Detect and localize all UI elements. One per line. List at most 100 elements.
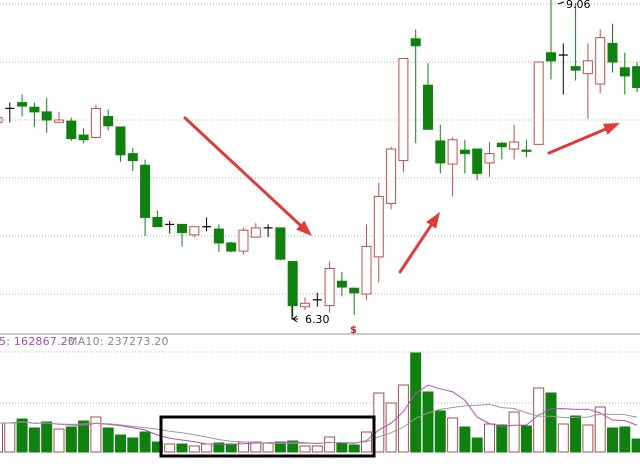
volume-bar	[139, 431, 151, 453]
candle-body	[472, 148, 483, 174]
volume-bar	[4, 422, 16, 453]
candle	[0, 117, 3, 123]
candle	[41, 97, 52, 133]
volume-bar	[594, 406, 606, 453]
candle-body	[361, 245, 372, 295]
candle-body	[140, 164, 151, 218]
arrow-shaft	[547, 127, 607, 155]
volume-bar	[188, 445, 200, 453]
volume-bar	[287, 440, 299, 453]
arrow-head-icon	[602, 123, 620, 135]
low-price-label: 6.30	[305, 313, 330, 326]
candle	[521, 139, 532, 158]
volume-bar	[447, 417, 459, 453]
candle-body	[533, 61, 544, 145]
volume-bar	[262, 442, 274, 453]
candle	[250, 223, 261, 238]
low-pointer-line	[291, 306, 298, 320]
volume-bar	[28, 427, 40, 453]
candle	[435, 124, 446, 174]
candle	[66, 117, 77, 141]
volume-bar	[570, 415, 582, 453]
volume-bar	[631, 438, 640, 453]
candle	[127, 147, 138, 172]
candle	[373, 182, 384, 283]
candle-body	[349, 287, 360, 294]
ma5-label: 5: 162867.20	[0, 335, 76, 348]
volume-bar	[582, 424, 594, 453]
volume-bar	[336, 442, 348, 453]
candle-body	[213, 228, 224, 244]
candle	[361, 224, 372, 300]
arrow-head-icon	[296, 220, 312, 236]
candle	[78, 128, 89, 144]
candle-body	[324, 267, 335, 307]
candle	[570, 2, 581, 81]
candle	[595, 29, 606, 94]
candle-body	[509, 141, 520, 150]
candle	[29, 102, 40, 127]
candle-body	[582, 60, 593, 75]
volume-bar	[422, 391, 434, 453]
candle-body	[66, 120, 77, 140]
candle	[202, 217, 212, 232]
candle-body	[287, 261, 298, 307]
candle-body	[496, 142, 507, 148]
candle-body	[152, 216, 163, 228]
candle	[472, 148, 483, 181]
candle	[558, 43, 568, 95]
volume-bar	[78, 420, 90, 453]
volume-bar	[201, 443, 213, 453]
volume-bar	[127, 437, 139, 453]
candle-body	[570, 66, 581, 71]
volume-bar	[348, 444, 360, 453]
candle-body	[386, 148, 397, 205]
candle-body	[29, 106, 40, 113]
volume-ma-lines	[0, 384, 638, 445]
candle	[484, 142, 495, 177]
candle	[238, 227, 249, 255]
volume-bar	[533, 387, 545, 453]
trend-arrow	[183, 116, 312, 236]
candle-body	[447, 139, 458, 165]
arrow-head-icon	[426, 212, 440, 229]
candle-body	[607, 42, 618, 63]
high-annotation: 9.06	[557, 0, 591, 11]
trend-arrow	[398, 212, 440, 274]
volume-bar	[225, 443, 237, 453]
candle	[263, 224, 273, 238]
candle	[410, 29, 421, 144]
candle-body	[41, 111, 52, 121]
arrow-shaft	[398, 223, 433, 274]
candle	[398, 58, 409, 173]
candle	[447, 137, 458, 197]
candle-body	[78, 134, 89, 141]
candle-body	[300, 302, 310, 308]
volume-bar	[16, 418, 28, 453]
highlight-box	[159, 415, 376, 458]
candle	[140, 159, 151, 236]
signal-marker: $	[350, 325, 357, 336]
candle	[90, 104, 101, 139]
volume-bar	[65, 426, 77, 453]
candle-body	[521, 149, 532, 152]
volume-bar	[545, 392, 557, 453]
candle	[5, 102, 15, 123]
volume-bar	[385, 402, 397, 453]
trend-arrow	[547, 123, 620, 155]
candle-body	[177, 223, 187, 234]
low-pointer-arrow-icon	[292, 315, 298, 323]
candle-body	[17, 102, 28, 107]
candle	[152, 210, 163, 228]
candle	[17, 94, 28, 117]
candle-body	[410, 38, 421, 47]
candle-body	[0, 117, 3, 123]
candle-body	[435, 140, 446, 164]
candle	[632, 62, 640, 93]
low-annotation: 6.30	[291, 306, 330, 326]
volume-bar	[0, 422, 3, 453]
volume-bar	[496, 424, 508, 453]
volume-bar	[508, 411, 520, 453]
candlesticks	[0, 0, 640, 318]
